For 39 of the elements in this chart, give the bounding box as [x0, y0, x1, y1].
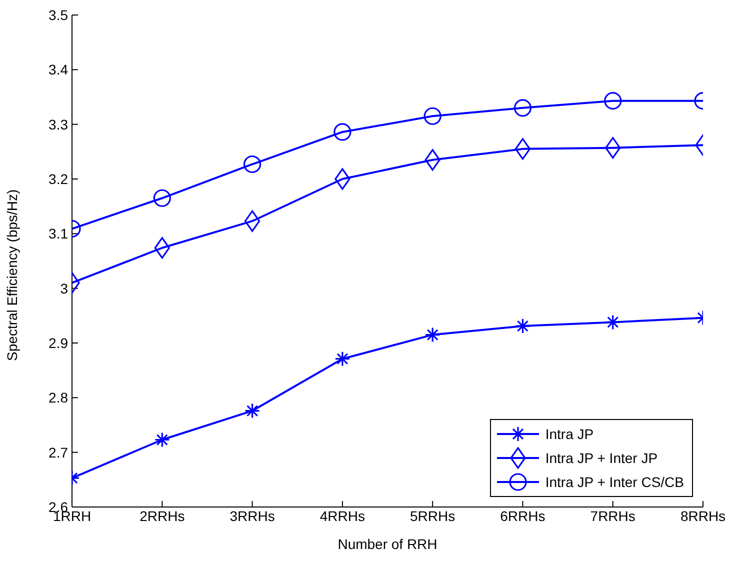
y-tick-label: 3.1: [48, 226, 68, 242]
x-tick-label: 4RRHs: [320, 508, 365, 524]
y-tick-label: 3: [60, 280, 68, 296]
x-tick-label: 3RRHs: [230, 508, 275, 524]
point: [244, 210, 260, 232]
y-tick-label: 3.3: [48, 116, 68, 132]
point: [334, 168, 350, 190]
point: [244, 402, 260, 419]
point: [424, 107, 442, 125]
x-axis-title: Number of RRH: [338, 536, 438, 552]
point: [334, 123, 352, 141]
x-tick-label: 8RRHs: [680, 508, 726, 524]
point: [243, 155, 262, 174]
point: [424, 327, 440, 343]
point: [514, 99, 532, 117]
point: [334, 351, 350, 367]
point: [514, 138, 531, 160]
y-tick-label: 2.8: [48, 390, 68, 406]
y-tick-label: 3.5: [48, 6, 68, 23]
point: [424, 149, 440, 171]
x-tick-label: 7RRHs: [590, 508, 636, 524]
x-tick-label: 5RRHs: [410, 508, 456, 524]
point: [153, 189, 171, 207]
y-tick-label: 3.2: [48, 170, 68, 187]
legend-label: Intra JP + Inter JP: [545, 450, 658, 466]
point: [154, 432, 170, 448]
y-tick-label: 3.4: [48, 62, 68, 78]
legend-label: Intra JP: [545, 426, 594, 442]
y-tick-label: 2.7: [48, 444, 68, 460]
legend-label: Intra JP + Inter CS/CB: [545, 474, 684, 490]
x-tick-label: 2RRHs: [140, 508, 185, 524]
point: [514, 318, 531, 334]
y-axis-title: Spectral Efficiency (bps/Hz): [4, 189, 20, 361]
y-tick-label: 2.9: [48, 334, 68, 351]
point: [605, 314, 621, 330]
point: [154, 237, 170, 259]
point: [605, 137, 621, 159]
point: [604, 92, 622, 110]
x-tick-label: 6RRHs: [500, 508, 546, 524]
